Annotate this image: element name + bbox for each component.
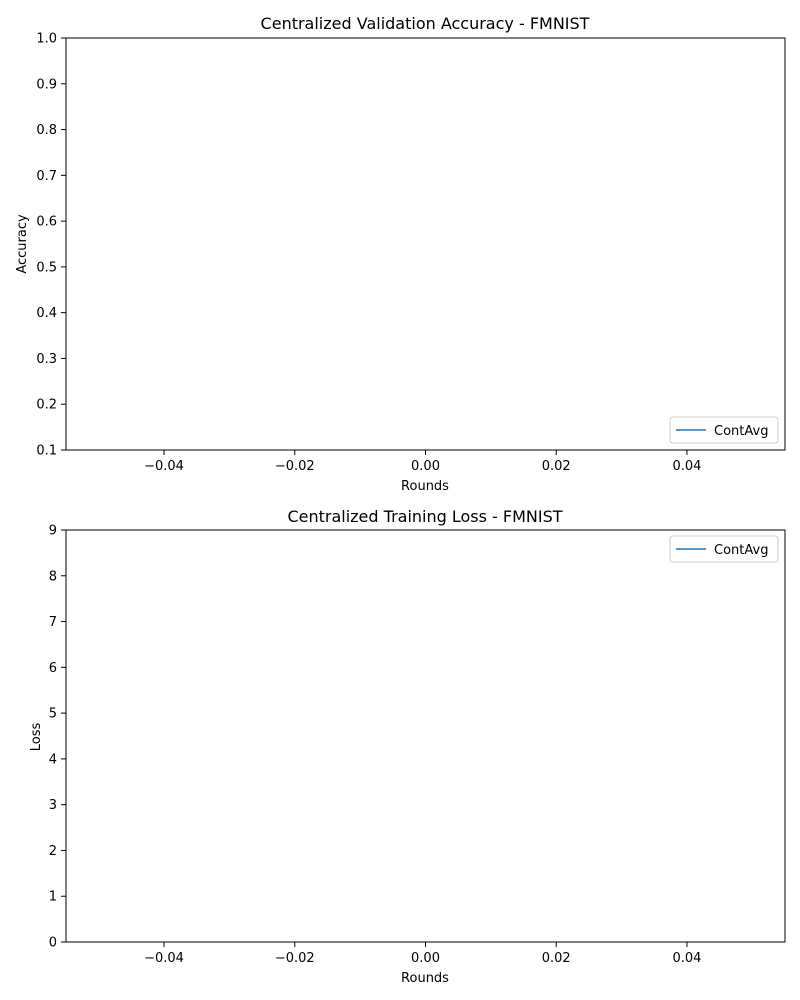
y-axis-label: Accuracy [15,214,30,274]
legend: ContAvg [669,535,779,563]
x-axis-label: Rounds [401,479,449,494]
y-tick-label: 5 [49,707,57,722]
y-tick-label: 0.5 [36,260,57,275]
x-ticks: −0.04 −0.02 0.00 0.02 0.04 [144,942,701,966]
loss-chart: Centralized Training Loss - FMNIST −0.04… [29,507,786,986]
y-tick-label: 4 [49,752,57,767]
y-tick-label: 9 [49,524,57,539]
y-tick-label: 2 [49,844,57,859]
x-tick-label: 0.02 [542,459,571,474]
x-tick-label: 0.04 [672,951,701,966]
x-axis-label: Rounds [401,971,449,986]
y-tick-label: 8 [49,569,57,584]
y-tick-label: 0 [49,936,57,951]
y-ticks: 0.1 0.2 0.3 0.4 0.5 0.6 0.7 0.8 0.9 1.0 [36,32,66,459]
x-tick-label: −0.02 [275,951,315,966]
y-tick-label: 6 [49,661,57,676]
y-tick-label: 0.2 [36,398,57,413]
y-tick-label: 0.6 [36,215,57,230]
x-ticks: −0.04 −0.02 0.00 0.02 0.04 [144,450,701,474]
x-tick-label: −0.04 [144,459,184,474]
accuracy-chart: Centralized Validation Accuracy - FMNIST… [15,14,786,494]
y-tick-label: 1 [49,890,57,905]
y-ticks: 0 1 2 3 4 5 6 7 8 9 [49,524,66,951]
y-tick-label: 0.7 [36,169,57,184]
x-tick-label: −0.04 [144,951,184,966]
x-tick-label: 0.04 [672,459,701,474]
y-tick-label: 7 [49,615,57,630]
x-tick-label: 0.02 [542,951,571,966]
legend-label-contavg: ContAvg [714,424,768,439]
y-tick-label: 0.1 [36,444,57,459]
y-axis-label: Loss [29,723,44,752]
x-tick-label: 0.00 [411,459,440,474]
x-tick-label: −0.02 [275,459,315,474]
legend-box [669,535,779,563]
y-tick-label: 0.8 [36,123,57,138]
y-tick-label: 0.4 [36,306,57,321]
legend-box [669,416,779,444]
legend: ContAvg [669,416,779,444]
chart-title: Centralized Validation Accuracy - FMNIST [261,14,590,33]
chart-title: Centralized Training Loss - FMNIST [287,507,562,526]
y-tick-label: 1.0 [36,32,57,47]
y-tick-label: 0.9 [36,77,57,92]
y-tick-label: 0.3 [36,352,57,367]
y-tick-label: 3 [49,798,57,813]
x-tick-label: 0.00 [411,951,440,966]
legend-label-contavg: ContAvg [714,543,768,558]
